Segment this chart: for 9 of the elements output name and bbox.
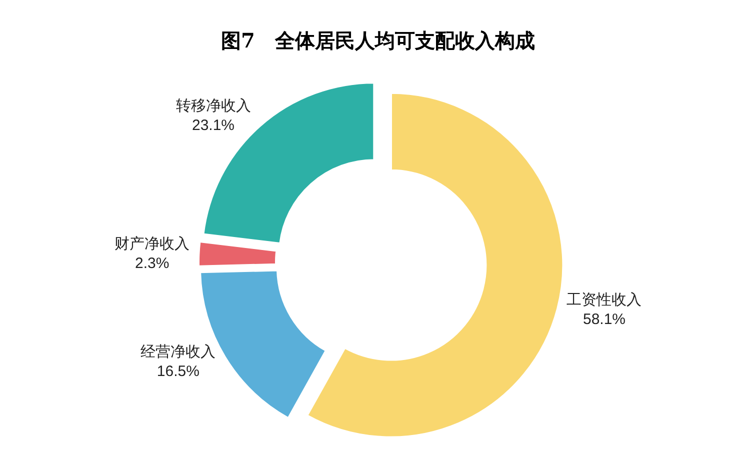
data-label: 23.1% [192, 117, 235, 134]
slice-label: 转移净收入 [176, 98, 251, 115]
slice-label: 经营净收入 [140, 344, 216, 361]
data-label: 58.1% [582, 310, 626, 328]
chart-title: 图7 全体居民人均可支配收入构成 [221, 28, 535, 52]
data-label: 16.5% [156, 363, 200, 380]
data-label: 2.3% [134, 255, 170, 272]
slice-label: 财产净收入 [114, 236, 190, 253]
slice-label: 工资性收入 [566, 291, 642, 308]
